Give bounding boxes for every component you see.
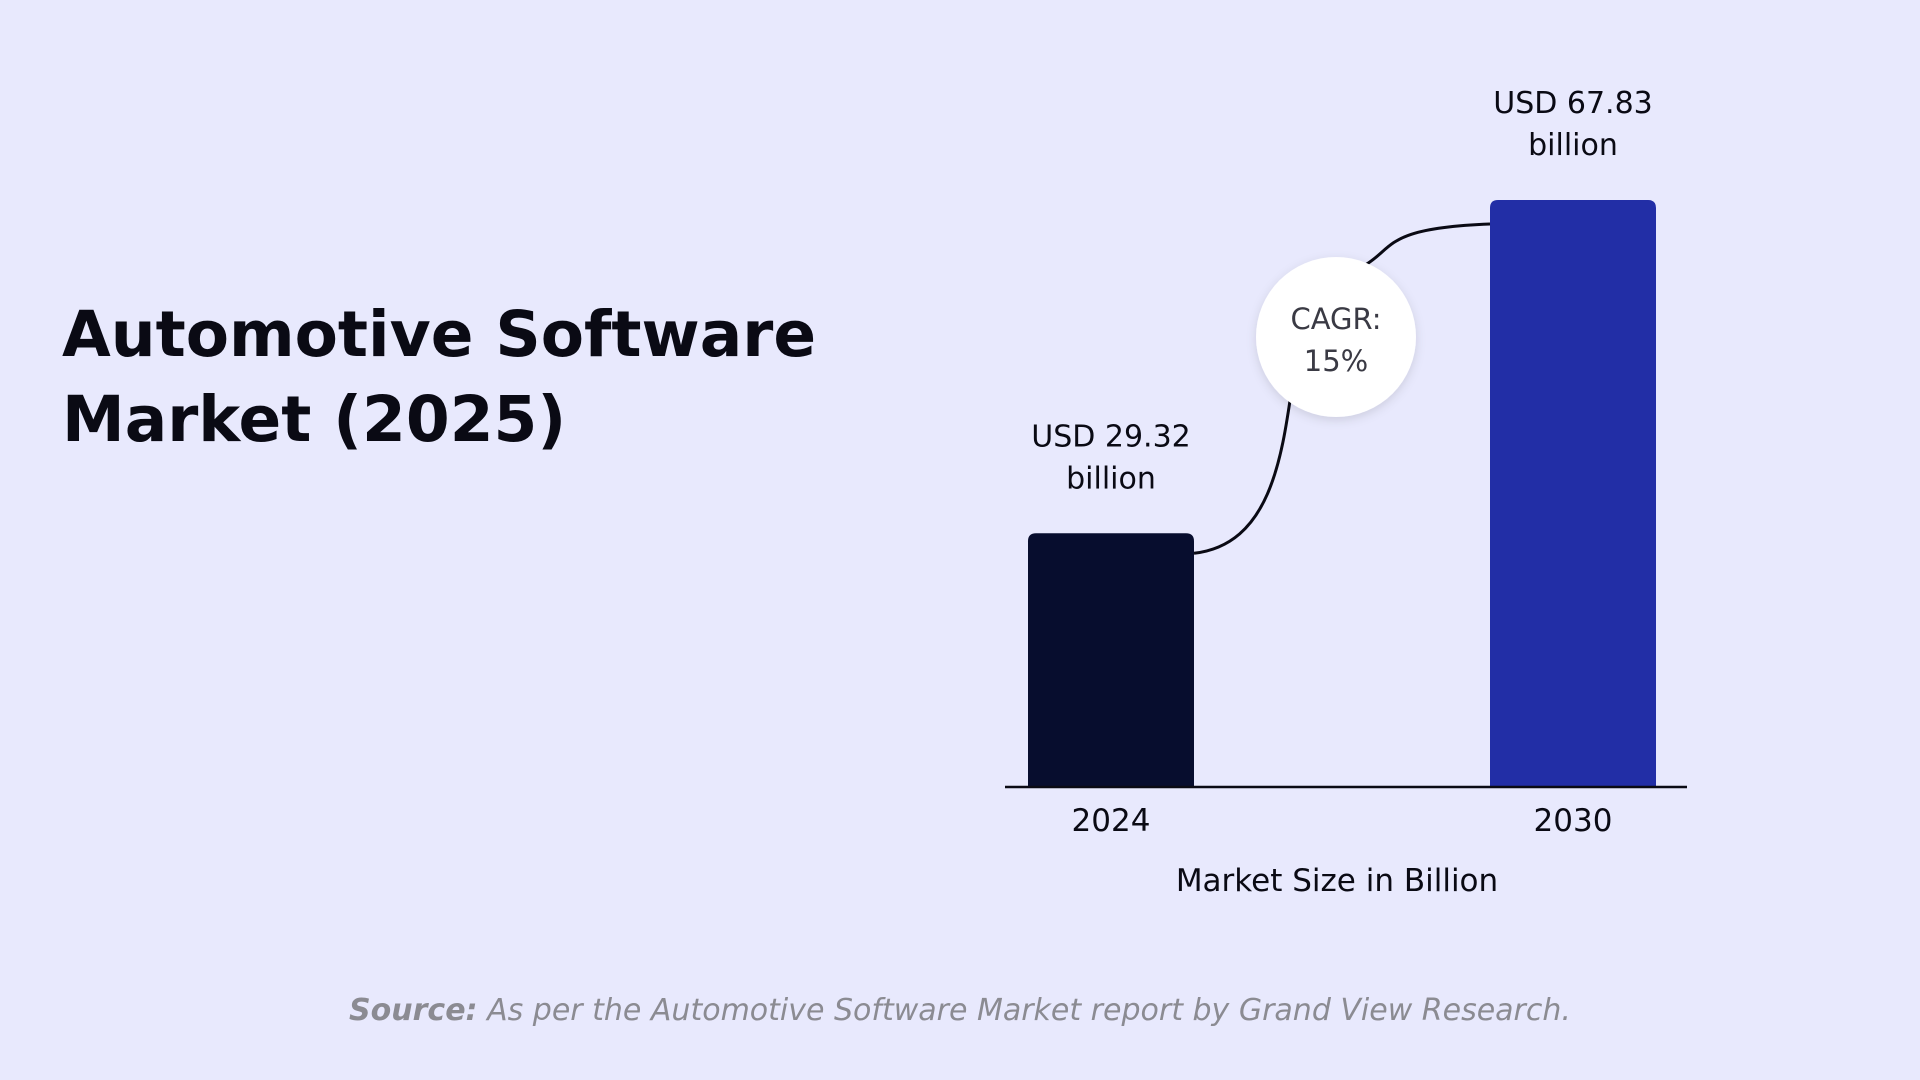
data-label-2030-line-2: billion	[1528, 128, 1618, 163]
x-axis-title: Market Size in Billion	[1176, 863, 1498, 899]
source-note: Source: As per the Automotive Software M…	[0, 993, 1920, 1028]
data-label-2024-line-2: billion	[1066, 461, 1156, 496]
cagr-badge	[1256, 257, 1416, 417]
cagr-value: 15%	[1304, 344, 1368, 378]
source-text: As per the Automotive Software Market re…	[477, 993, 1571, 1028]
labels-layer: 2024 USD 29.32 billion 2030 USD 67.83 billion	[1031, 86, 1653, 839]
data-label-2030-line-1: USD 67.83	[1493, 86, 1653, 121]
bar-2030	[1490, 200, 1656, 787]
title-line-2: Market (2025)	[62, 383, 567, 456]
x-tick-label-2030: 2030	[1534, 803, 1613, 839]
cagr-label: CAGR:	[1290, 302, 1381, 336]
bars-layer	[1028, 200, 1656, 787]
x-tick-label-2024: 2024	[1072, 803, 1151, 839]
page-title: Automotive Software Market (2025)	[62, 292, 842, 462]
source-label: Source:	[349, 993, 478, 1028]
title-line-1: Automotive Software	[62, 298, 817, 371]
bar-2024	[1028, 533, 1194, 787]
data-label-2024-line-1: USD 29.32	[1031, 419, 1191, 454]
